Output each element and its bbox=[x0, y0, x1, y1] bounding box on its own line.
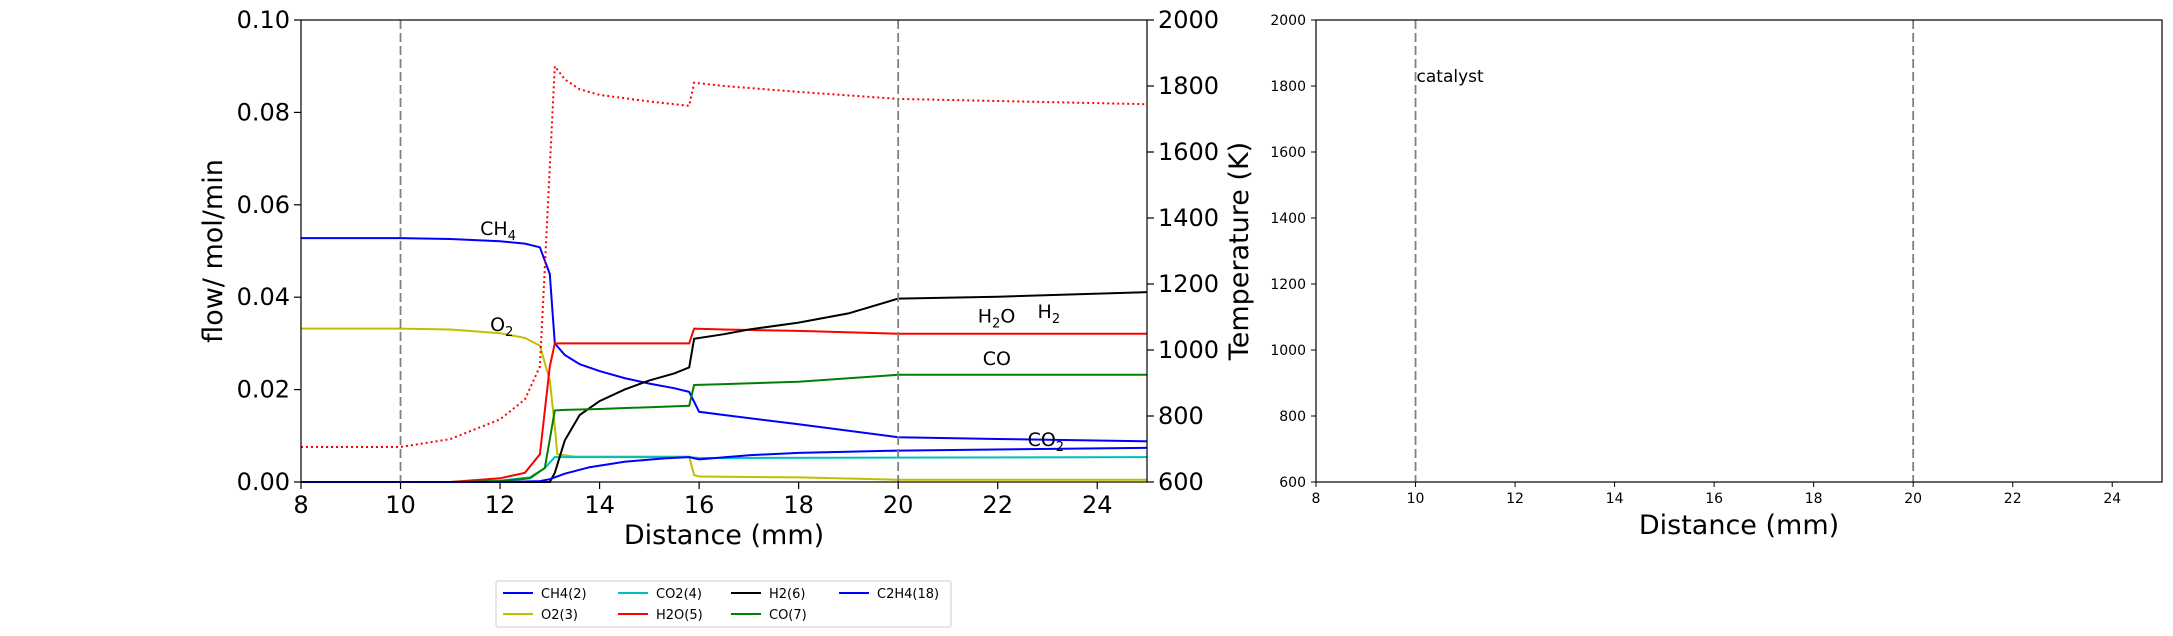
species-flow-lines bbox=[301, 237, 1148, 483]
legend-label: CO2(4) bbox=[656, 587, 702, 602]
right-y-tick-label: 1000 bbox=[1158, 336, 1219, 364]
right-x-tick-label: 12 bbox=[1506, 491, 1524, 507]
series-line-O2(3) bbox=[301, 327, 1147, 481]
right-y-tick-label: 600 bbox=[1158, 468, 1204, 496]
right-x-tick-label: 14 bbox=[1606, 491, 1624, 507]
right-chart: 8 10 12 14 16 18 20 22 24 600 800 1000 1200 1400 1600… bbox=[1270, 13, 2163, 541]
left-y-axis-label: flow/ mol/min bbox=[198, 159, 229, 343]
x-tick-label: 20 bbox=[883, 491, 914, 519]
right-y-tick-label: 1600 bbox=[1270, 145, 1306, 161]
annotation-label: O2 bbox=[490, 314, 513, 340]
annotation-label: CO bbox=[983, 348, 1011, 370]
right-x-tick-label: 24 bbox=[2103, 491, 2121, 507]
right-x-ticks: 8 10 12 14 16 18 20 22 24 bbox=[1312, 482, 2121, 507]
legend-label: H2(6) bbox=[769, 587, 805, 602]
species-annotations: CH4 O2 H2O H2 CO CO2 bbox=[480, 218, 1064, 455]
legend-box bbox=[495, 580, 952, 628]
right-y-tick-label: 800 bbox=[1279, 409, 1306, 425]
y-tick-label: 0.06 bbox=[237, 191, 290, 219]
right-y-tick-label: 1200 bbox=[1270, 277, 1306, 293]
annotation-label: CH4 bbox=[480, 218, 516, 244]
series-line-H2(6) bbox=[301, 291, 1148, 483]
x-tick-label: 24 bbox=[1082, 491, 1113, 519]
legend-label: CO(7) bbox=[769, 608, 807, 623]
left-y-ticks: 0.00 0.02 0.04 0.06 0.08 0.10 bbox=[237, 6, 301, 496]
series-line-C2H4(18) bbox=[301, 446, 1148, 483]
right-y-tick-label: 1200 bbox=[1158, 270, 1219, 298]
annotation-label: H2 bbox=[1038, 301, 1061, 327]
x-tick-label: 16 bbox=[684, 491, 715, 519]
legend-label: O2(3) bbox=[541, 608, 578, 623]
x-tick-label: 18 bbox=[783, 491, 814, 519]
temperature-line bbox=[301, 63, 1148, 448]
right-y-tick-label: 1400 bbox=[1158, 204, 1219, 232]
legend-items: CH4(2) O2(3) CO2(4) H2O(5) H2(6) CO(7) C2H4(18… bbox=[503, 587, 939, 623]
left-plot-frame bbox=[300, 19, 1148, 483]
catalyst-boundary-lines bbox=[399, 20, 900, 482]
catalyst-label: catalyst bbox=[1417, 67, 1484, 87]
annotation-label: CO2 bbox=[1028, 429, 1065, 455]
y-tick-label: 0.02 bbox=[237, 376, 290, 404]
right-y-tick-label: 2000 bbox=[1270, 13, 1306, 29]
left-chart: 8 10 12 14 16 18 20 22 24 0.000.020.040.060.080.… bbox=[198, 6, 1255, 551]
y-tick-label: 0.10 bbox=[237, 6, 290, 34]
temperature-series-line bbox=[301, 63, 1148, 448]
y-tick-label: 0.08 bbox=[237, 98, 290, 126]
right-y-tick-label: 2000 bbox=[1158, 6, 1219, 34]
y-tick-label: 0.04 bbox=[237, 283, 290, 311]
right-y-tick-label: 1400 bbox=[1270, 211, 1306, 227]
series-line-CO(7) bbox=[301, 373, 1147, 483]
x-tick-label: 8 bbox=[293, 491, 308, 519]
left-x-ticks: 8 10 12 14 16 18 20 22 24 bbox=[293, 482, 1113, 519]
x-tick-label: 14 bbox=[584, 491, 615, 519]
right-catalyst-boundary-lines bbox=[1414, 20, 1915, 482]
right-x-tick-label: 20 bbox=[1904, 491, 1922, 507]
legend-label: H2O(5) bbox=[656, 608, 703, 623]
right-x-axis-label: Distance (mm) bbox=[1639, 510, 1839, 541]
right-y-tick-label: 800 bbox=[1158, 402, 1204, 430]
annotation-label: H2O bbox=[978, 306, 1016, 332]
x-tick-label: 22 bbox=[982, 491, 1013, 519]
right-y-tick-label: 1800 bbox=[1270, 79, 1306, 95]
right-x-tick-label: 8 bbox=[1312, 491, 1321, 507]
series-line-H2O(5) bbox=[301, 327, 1147, 483]
right-y-tick-label: 600 bbox=[1279, 475, 1306, 491]
right-y-tick-label: 1000 bbox=[1270, 343, 1306, 359]
right-plot-frame bbox=[1315, 19, 2163, 483]
right-x-tick-label: 18 bbox=[1805, 491, 1823, 507]
legend-label: C2H4(18) bbox=[877, 587, 939, 602]
series-line-CO2(4) bbox=[301, 456, 1148, 483]
x-tick-label: 12 bbox=[485, 491, 516, 519]
right-x-tick-label: 22 bbox=[2004, 491, 2022, 507]
right-y-tick-label: 1800 bbox=[1158, 72, 1219, 100]
left-x-axis-label: Distance (mm) bbox=[624, 520, 824, 551]
x-tick-label: 10 bbox=[385, 491, 416, 519]
right-x-tick-label: 16 bbox=[1705, 491, 1723, 507]
legend-label: CH4(2) bbox=[541, 587, 587, 602]
y-tick-label: 0.00 bbox=[237, 468, 290, 496]
right-y-ticks: 600 800 1000 1200 1400 1600 1800 2000 bbox=[1270, 13, 1316, 491]
right-y-axis-label: Temperature (K) bbox=[1224, 142, 1255, 361]
left-right-y-ticks: 600 800 1000 1200 1400 1600 1800 2000 bbox=[1147, 6, 1219, 496]
legend: CH4(2) O2(3) CO2(4) H2O(5) H2(6) CO(7) C2H4(18… bbox=[495, 580, 952, 628]
right-x-tick-label: 10 bbox=[1407, 491, 1425, 507]
series-line-CH4(2) bbox=[301, 237, 1148, 443]
right-y-tick-label: 1600 bbox=[1158, 138, 1219, 166]
